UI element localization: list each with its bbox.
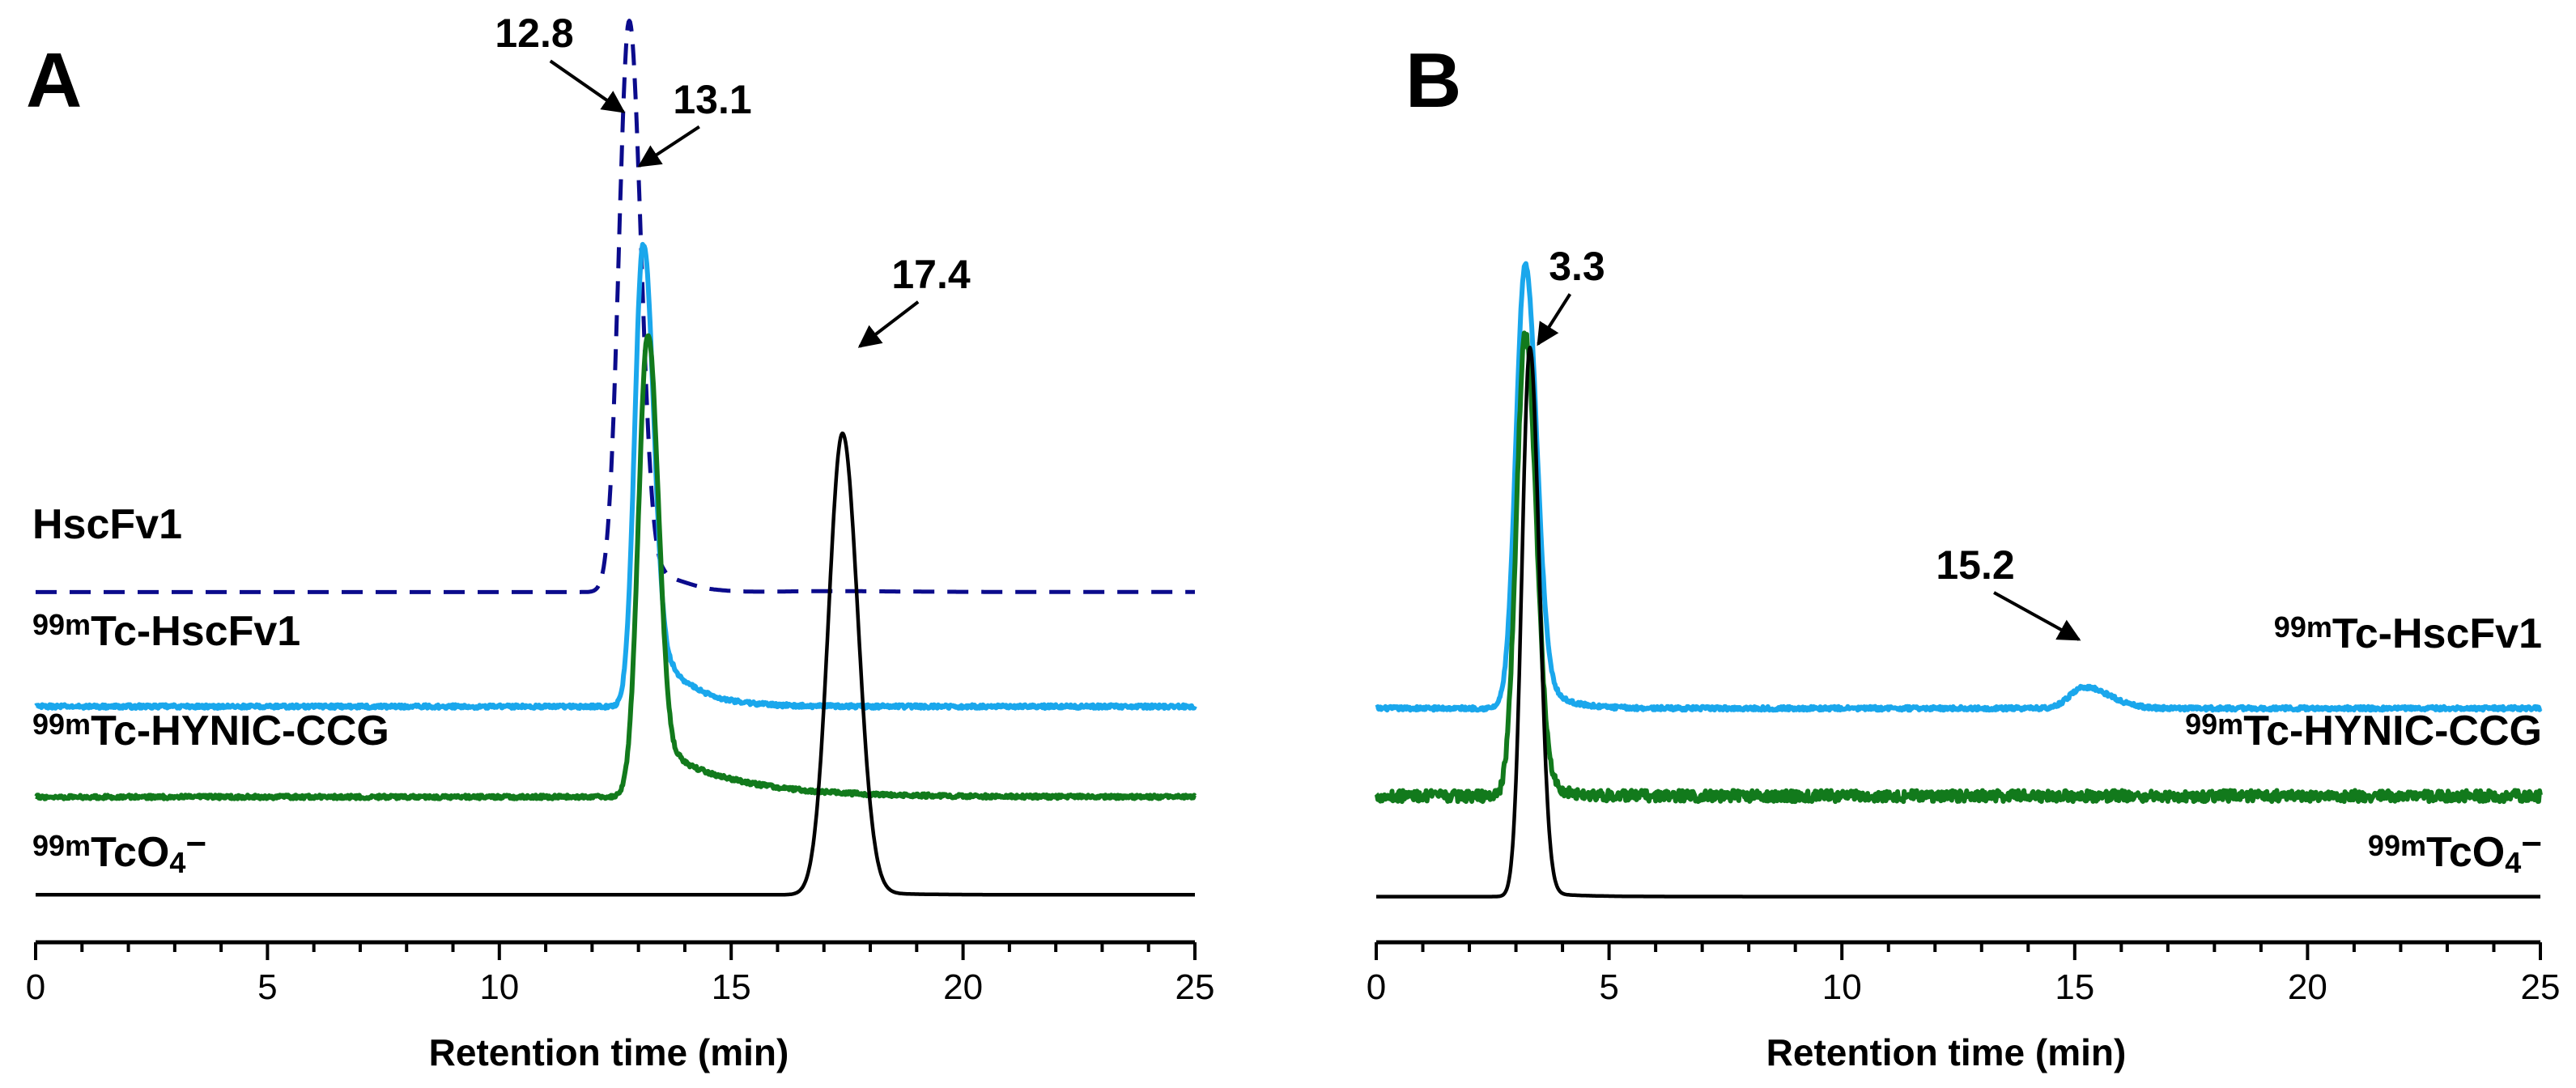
peak-annotation-12-8: 12.8 bbox=[495, 11, 573, 56]
series-label-charge: − bbox=[185, 824, 206, 864]
series-label-charge: − bbox=[2521, 824, 2542, 864]
series-label-name: TcO bbox=[91, 829, 169, 876]
series-label-isotope: 99m bbox=[32, 829, 91, 862]
panel-a-x-axis-title: Retention time (min) bbox=[429, 1031, 789, 1073]
series-line-hscfv1 bbox=[34, 19, 1197, 594]
series-line-tco4 bbox=[34, 431, 1197, 897]
peak-annotation-arrow bbox=[1537, 293, 1572, 346]
peak-annotation-17-4: 17.4 bbox=[891, 252, 971, 297]
peak-annotation-arrow bbox=[1993, 591, 2081, 641]
series-label-name: Tc-HscFv1 bbox=[91, 608, 300, 655]
panel-a-series bbox=[34, 19, 1197, 897]
peak-annotation-arrow bbox=[637, 125, 700, 168]
series-line-tc_hynic bbox=[34, 333, 1197, 801]
peak-annotation-3-3: 3.3 bbox=[1549, 244, 1605, 289]
x-tick-label: 20 bbox=[943, 967, 983, 1007]
series-label-tc_hynic: 99mTc-HYNIC-CCG bbox=[32, 708, 389, 754]
series-label-name: HscFv1 bbox=[32, 501, 182, 548]
x-tick-label: 10 bbox=[479, 967, 519, 1007]
series-label-name: Tc-HscFv1 bbox=[2332, 610, 2542, 657]
panel-b-label: B bbox=[1405, 37, 1461, 124]
x-tick-label: 25 bbox=[2521, 967, 2561, 1007]
x-tick-label: 5 bbox=[1599, 967, 1618, 1007]
series-line-tc_hynic bbox=[1374, 330, 2543, 805]
series-label-name: TcO bbox=[2426, 829, 2505, 876]
panel-a-annotations: 12.8 13.1 17.4 bbox=[495, 11, 971, 348]
series-line-tc_hscfv1 bbox=[1375, 261, 2543, 713]
series-label-isotope: 99m bbox=[2368, 829, 2426, 862]
x-tick-label: 10 bbox=[1822, 967, 1862, 1007]
series-label-subscript: 4 bbox=[2505, 846, 2521, 879]
panel-b-annotations: 3.3 15.2 bbox=[1537, 244, 2081, 641]
series-label-name: Tc-HYNIC-CCG bbox=[91, 708, 389, 754]
series-label-name: Tc-HYNIC-CCG bbox=[2243, 708, 2542, 754]
series-label-subscript: 4 bbox=[169, 846, 185, 879]
x-tick-label: 25 bbox=[1175, 967, 1215, 1007]
panel-b-series bbox=[1374, 261, 2543, 899]
series-label-isotope: 99m bbox=[2274, 610, 2332, 644]
panel-a: A HscFv199mTc-HscFv199mTc-HYNIC-CCG99mTc… bbox=[26, 11, 1215, 1073]
series-line-tco4 bbox=[1375, 346, 2542, 899]
peak-annotation-arrow bbox=[857, 300, 920, 348]
series-label-isotope: 99m bbox=[32, 708, 91, 741]
panel-b-x-axis: 0 5 10 15 20 25 bbox=[1367, 940, 2561, 1007]
x-tick-label: 0 bbox=[1367, 967, 1386, 1007]
series-label-isotope: 99m bbox=[2185, 708, 2243, 741]
series-label-tc_hynic: 99mTc-HYNIC-CCG bbox=[2185, 708, 2542, 754]
panel-a-series-labels: HscFv199mTc-HscFv199mTc-HYNIC-CCG99mTcO4… bbox=[32, 501, 389, 879]
series-label-hscfv1: HscFv1 bbox=[32, 501, 182, 548]
series-label-tc_hscfv1: 99mTc-HscFv1 bbox=[32, 608, 300, 655]
series-line-tc_hscfv1 bbox=[34, 241, 1197, 711]
series-label-tco4: 99mTcO4− bbox=[2368, 824, 2542, 879]
peak-annotation-15-2: 15.2 bbox=[1936, 542, 2014, 588]
panel-a-x-axis: 0 5 10 15 20 25 bbox=[26, 940, 1215, 1007]
x-tick-label: 5 bbox=[257, 967, 277, 1007]
x-tick-label: 0 bbox=[26, 967, 45, 1007]
x-tick-label: 15 bbox=[2055, 967, 2094, 1007]
peak-annotation-13-1: 13.1 bbox=[673, 77, 751, 122]
x-tick-label: 20 bbox=[2288, 967, 2327, 1007]
series-label-isotope: 99m bbox=[32, 608, 91, 641]
series-label-tc_hscfv1: 99mTc-HscFv1 bbox=[2274, 610, 2542, 657]
panel-a-label: A bbox=[26, 37, 82, 124]
peak-annotation-arrow bbox=[549, 59, 626, 113]
panel-b-x-axis-title: Retention time (min) bbox=[1766, 1031, 2127, 1073]
x-tick-label: 15 bbox=[712, 967, 751, 1007]
series-label-tco4: 99mTcO4− bbox=[32, 824, 206, 879]
